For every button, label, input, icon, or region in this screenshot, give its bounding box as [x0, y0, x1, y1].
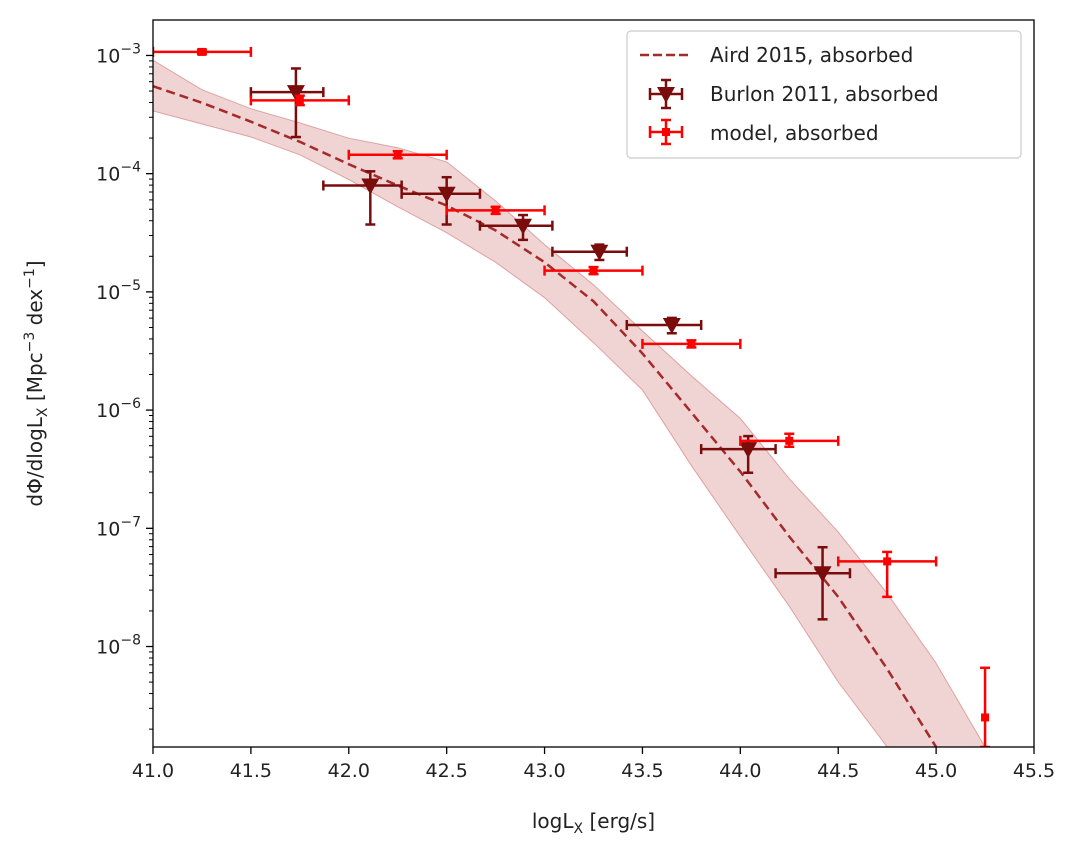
y-tick-label: 10−7	[96, 514, 141, 540]
burlon-marker	[437, 186, 456, 203]
burlon-marker	[361, 178, 380, 195]
model-marker	[491, 206, 500, 215]
burlon-point-1	[249, 67, 325, 139]
model-point-1	[153, 46, 253, 57]
x-tick-label: 43.5	[621, 760, 663, 782]
legend-model-square-icon	[648, 118, 684, 146]
x-tick-label: 45.5	[1013, 760, 1055, 782]
y-tick-base: 10	[96, 164, 120, 186]
y-tick-exponent: −4	[120, 160, 141, 176]
model-point-2	[249, 94, 351, 107]
x-tick-label: 42.0	[328, 760, 370, 782]
burlon-marker	[662, 317, 681, 334]
burlon-point-6	[625, 316, 703, 335]
x-tick-label: 44.5	[817, 760, 859, 782]
y-tick-exponent: −6	[120, 396, 141, 412]
x-tick-label: 43.0	[523, 760, 565, 782]
x-axis-label: logLX [erg/s]	[532, 809, 655, 837]
y-tick-label: 10−5	[96, 278, 141, 304]
model-marker	[197, 47, 206, 56]
plot-frame	[152, 19, 1035, 748]
burlon-marker	[739, 442, 758, 459]
y-tick-label: 10−8	[96, 633, 141, 659]
burlon-point-5	[551, 243, 629, 262]
y-tick-exponent: −8	[120, 633, 141, 649]
model-point-4	[445, 205, 546, 216]
burlon-point-8	[774, 545, 852, 621]
model-marker	[981, 713, 990, 722]
x-tick-label: 45.0	[915, 760, 957, 782]
burlon-marker	[514, 218, 533, 235]
y-tick-label: 10−4	[96, 160, 141, 186]
model-marker	[883, 557, 892, 566]
legend-label-aird: Aird 2015, absorbed	[710, 43, 913, 67]
legend-label-burlon: Burlon 2011, absorbed	[710, 82, 939, 106]
model-point-3	[347, 149, 448, 160]
y-axis-label: dΦ/dlogLX [Mpc−3 dex−1]	[22, 260, 51, 506]
x-tick-label: 44.0	[719, 760, 761, 782]
legend-burlon-triangle-icon	[648, 78, 684, 110]
model-point-8	[836, 550, 938, 599]
burlon-marker	[813, 566, 832, 583]
y-tick-base: 10	[96, 45, 120, 67]
x-tick-label: 42.5	[426, 760, 468, 782]
y-tick-base: 10	[96, 518, 120, 540]
model-point-6	[641, 338, 742, 349]
y-tick-exponent: −3	[120, 41, 141, 57]
y-tick-label: 10−6	[96, 396, 141, 422]
model-point-9	[980, 666, 991, 747]
model-marker	[687, 339, 696, 348]
y-tick-exponent: −7	[120, 514, 141, 530]
burlon-marker	[286, 85, 305, 102]
model-point-7	[739, 432, 840, 448]
y-tick-base: 10	[96, 400, 120, 422]
burlon-point-7	[699, 434, 777, 474]
legend-label-model: model, absorbed	[710, 121, 879, 145]
y-tick-exponent: −5	[120, 278, 141, 294]
model-marker	[785, 436, 794, 445]
model-point-5	[543, 265, 644, 276]
legend: Aird 2015, absorbed Burlon 2011, absorbe…	[626, 30, 1022, 159]
model-marker	[589, 266, 598, 275]
y-tick-base: 10	[96, 637, 120, 659]
burlon-point-3	[400, 175, 482, 226]
aird-uncertainty-band	[153, 59, 986, 747]
legend-frame	[626, 30, 1022, 159]
y-tick-base: 10	[96, 282, 120, 304]
model-marker	[295, 96, 304, 105]
y-tick-label: 10−3	[96, 41, 141, 67]
model-marker	[393, 150, 402, 159]
x-tick-label: 41.5	[230, 760, 272, 782]
burlon-marker	[590, 244, 609, 261]
burlon-point-4	[478, 213, 554, 242]
x-tick-label: 41.0	[132, 760, 174, 782]
